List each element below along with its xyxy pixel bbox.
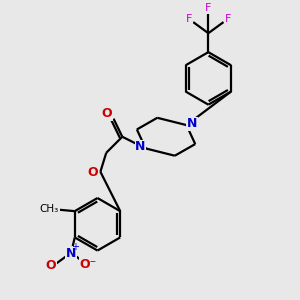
Text: N: N — [187, 117, 197, 130]
Text: O: O — [88, 166, 98, 179]
Text: N: N — [135, 140, 146, 154]
Text: O⁻: O⁻ — [79, 258, 97, 271]
Text: O: O — [46, 259, 56, 272]
Text: N: N — [66, 247, 76, 260]
Text: CH₃: CH₃ — [40, 204, 59, 214]
Text: +: + — [71, 242, 79, 252]
Text: O: O — [102, 107, 112, 120]
Text: F: F — [186, 14, 192, 24]
Text: F: F — [225, 14, 231, 24]
Text: F: F — [205, 3, 212, 14]
